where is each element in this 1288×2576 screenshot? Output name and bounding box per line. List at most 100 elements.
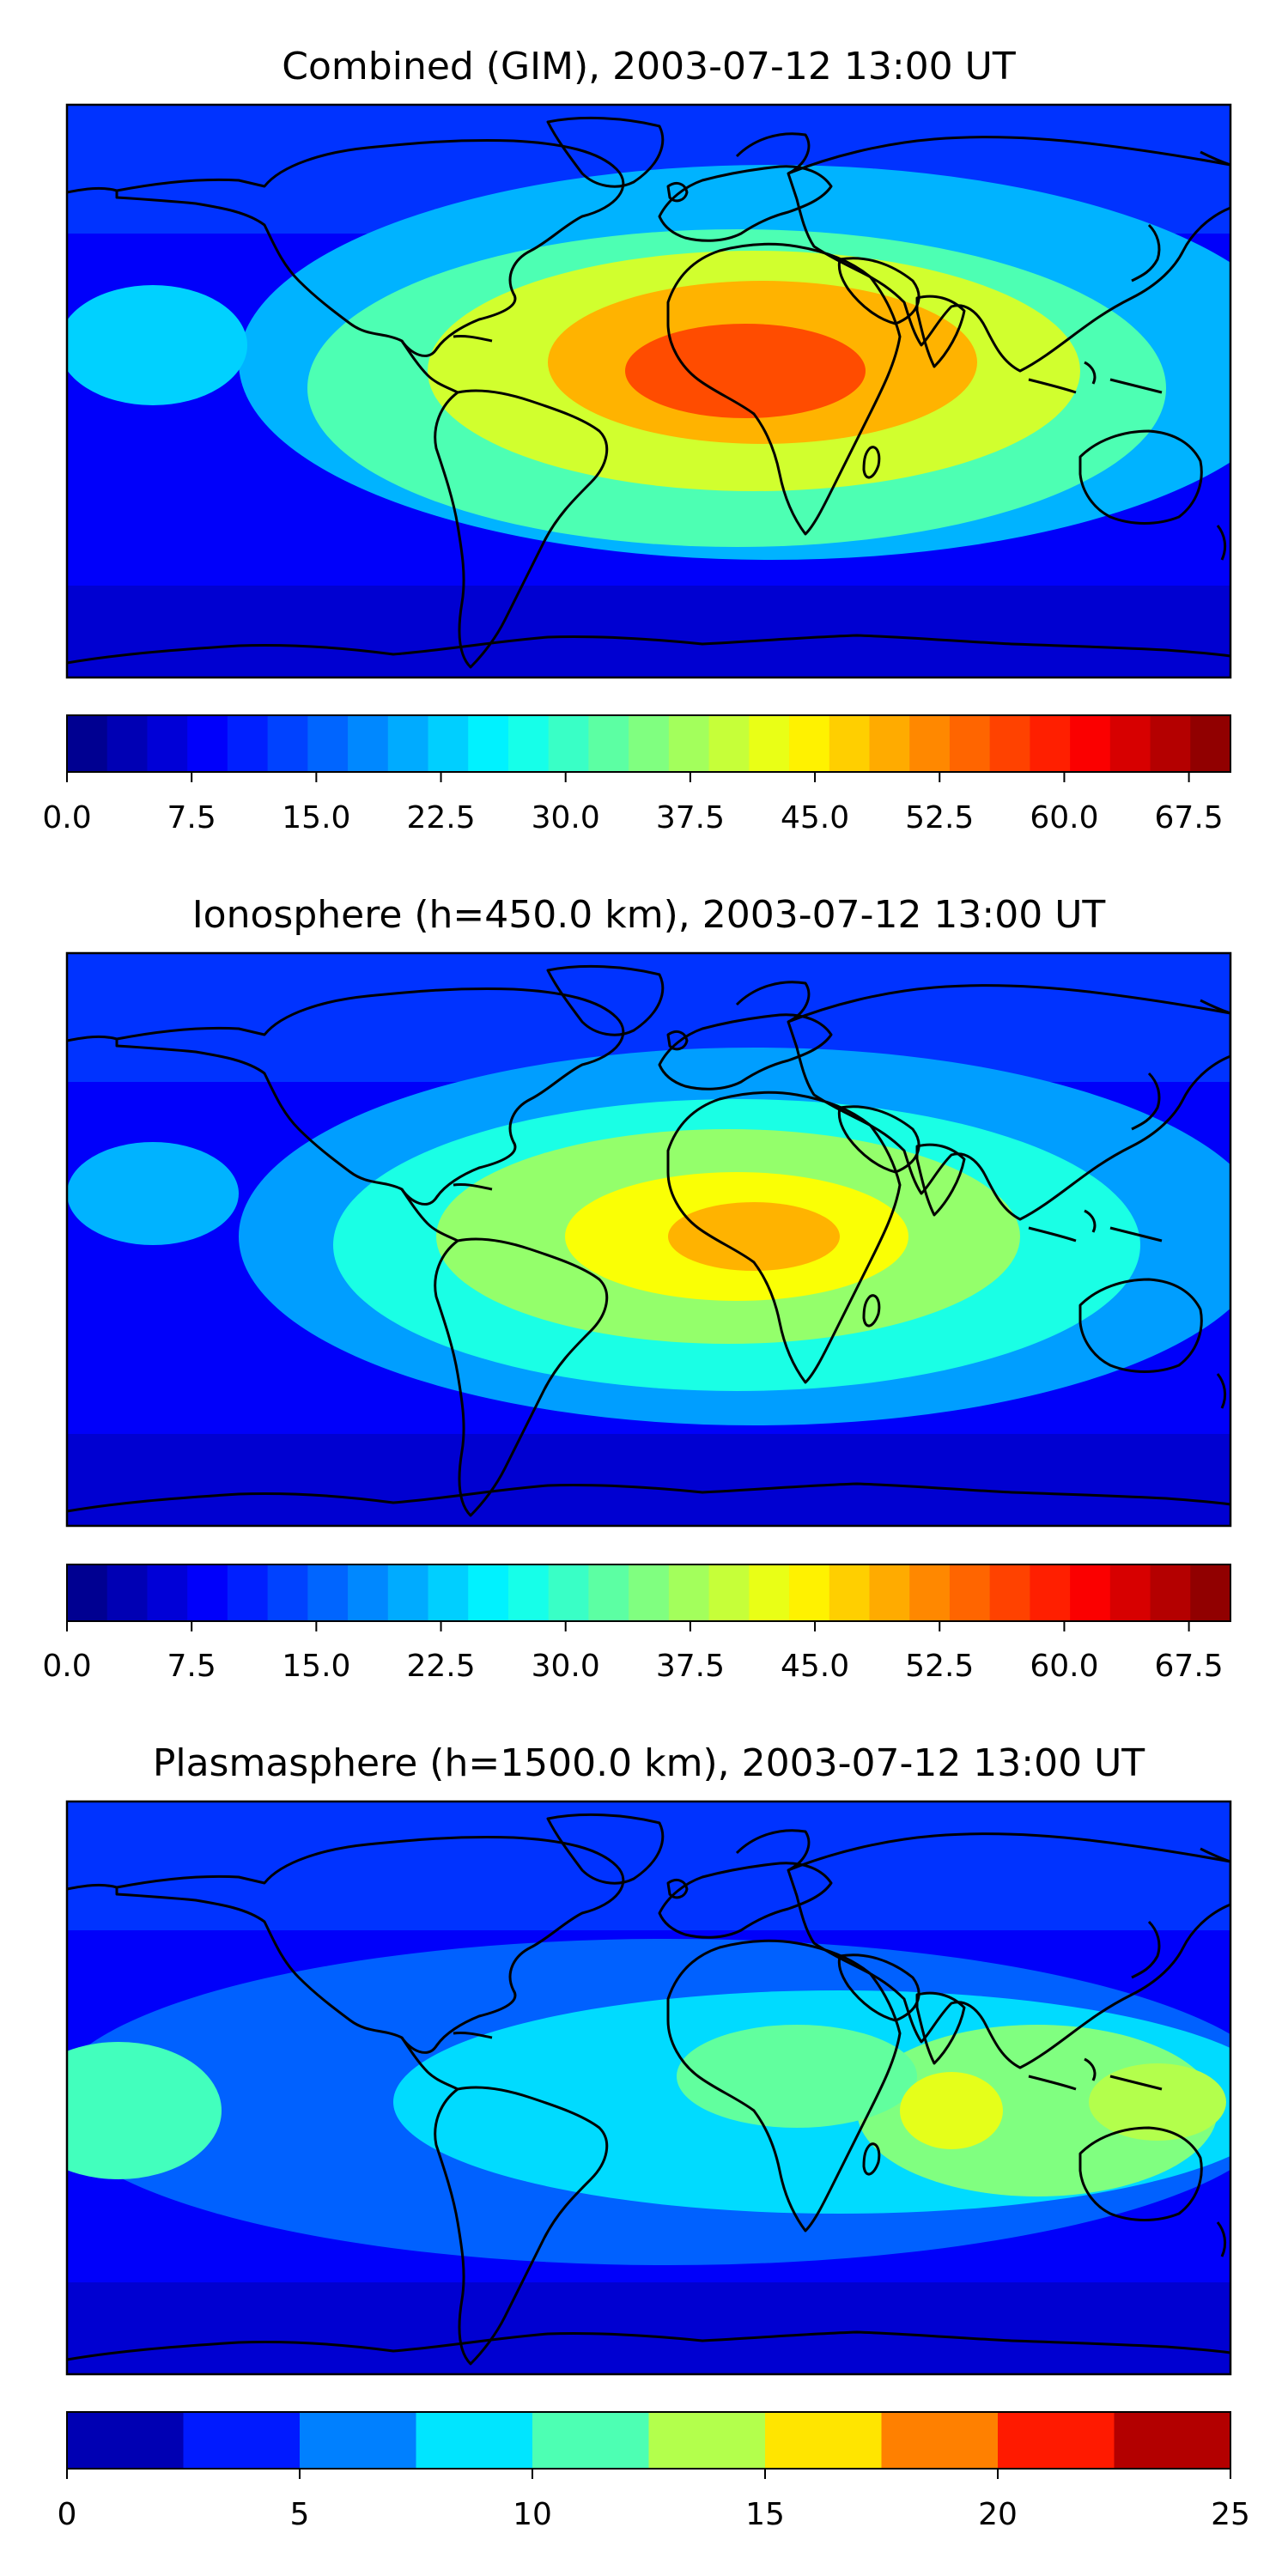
colorbar-segment bbox=[187, 1564, 228, 1621]
colorbar-segment bbox=[67, 2412, 185, 2469]
colorbar-segment bbox=[548, 715, 590, 772]
colorbar-segment bbox=[949, 1564, 991, 1621]
colorbar-segment bbox=[1030, 715, 1071, 772]
colorbar-tick-label: 45.0 bbox=[781, 800, 849, 835]
colorbar-segment bbox=[67, 1564, 108, 1621]
colorbar-tick-label: 25 bbox=[1211, 2497, 1250, 2532]
colorbar-segment bbox=[147, 1564, 188, 1621]
colorbar-segment bbox=[869, 1564, 910, 1621]
colorbar-tick-label: 0 bbox=[58, 2497, 77, 2532]
colorbar-segment bbox=[648, 2412, 766, 2469]
colorbar-segment bbox=[789, 715, 830, 772]
colorbar-segment bbox=[881, 2412, 999, 2469]
map-frame bbox=[65, 951, 1232, 1528]
colorbar-segment bbox=[348, 1564, 389, 1621]
colorbar-segment bbox=[1190, 1564, 1231, 1621]
colorbar-segment bbox=[416, 2412, 533, 2469]
colorbar-segment bbox=[588, 715, 629, 772]
map-field bbox=[67, 105, 1230, 677]
colorbar-segment bbox=[387, 1564, 429, 1621]
colorbar-segment bbox=[829, 715, 871, 772]
panel-combined: Combined (GIM), 2003-07-12 13:00 UT 0.0 7.… bbox=[42, 45, 1232, 835]
colorbar-segment bbox=[998, 2412, 1115, 2469]
colorbar-segment bbox=[307, 1564, 349, 1621]
colorbar-tick-label: 0.0 bbox=[42, 1649, 91, 1684]
colorbar: 0.0 7.5 15.0 22.5 30.0 37.5 45.0 52.5 60.0 67.5 bbox=[42, 1564, 1231, 1684]
colorbar-segment bbox=[1109, 715, 1151, 772]
colorbar-segment bbox=[1070, 1564, 1111, 1621]
colorbar-segment bbox=[428, 715, 469, 772]
colorbar-segment bbox=[989, 715, 1030, 772]
panel-title: Combined (GIM), 2003-07-12 13:00 UT bbox=[282, 45, 1016, 88]
colorbar-segment bbox=[708, 715, 750, 772]
colorbar-segment bbox=[307, 715, 349, 772]
colorbar-segment bbox=[1150, 715, 1191, 772]
colorbar-segment bbox=[227, 1564, 269, 1621]
panel-title: Ionosphere (h=450.0 km), 2003-07-12 13:0… bbox=[192, 893, 1106, 937]
colorbar: 0 5 10 15 20 25 bbox=[58, 2411, 1250, 2532]
colorbar-tick-label: 7.5 bbox=[167, 800, 216, 835]
colorbar-segment bbox=[1150, 1564, 1191, 1621]
colorbar-segment bbox=[227, 715, 269, 772]
colorbar-tick-label: 60.0 bbox=[1030, 800, 1098, 835]
colorbar-segment bbox=[147, 715, 188, 772]
colorbar-segment bbox=[1070, 715, 1111, 772]
panel-plasmasphere: Plasmasphere (h=1500.0 km), 2003-07-12 1… bbox=[58, 1741, 1250, 2532]
panel-title: Plasmasphere (h=1500.0 km), 2003-07-12 1… bbox=[153, 1741, 1145, 1785]
map-frame bbox=[65, 103, 1232, 679]
colorbar-segment bbox=[1114, 2412, 1231, 2469]
colorbar-segment bbox=[629, 1564, 670, 1621]
colorbar-segment bbox=[300, 2412, 417, 2469]
colorbar-tick-label: 30.0 bbox=[532, 800, 600, 835]
colorbar-segment bbox=[668, 715, 710, 772]
colorbar-segment bbox=[507, 715, 550, 772]
colorbar-segment bbox=[668, 1564, 710, 1621]
colorbar-tick-label: 37.5 bbox=[656, 1649, 725, 1684]
colorbar-segment bbox=[106, 715, 149, 772]
colorbar-segment bbox=[67, 715, 108, 772]
colorbar-segment bbox=[1190, 715, 1231, 772]
colorbar-segment bbox=[765, 2412, 883, 2469]
colorbar-tick-label: 45.0 bbox=[781, 1649, 849, 1684]
colorbar-segment bbox=[183, 2412, 301, 2469]
colorbar-tick-label: 22.5 bbox=[406, 800, 475, 835]
colorbar-segment bbox=[909, 715, 951, 772]
colorbar-segment bbox=[909, 1564, 951, 1621]
colorbar-segment bbox=[989, 1564, 1030, 1621]
colorbar-tick-label: 22.5 bbox=[406, 1649, 475, 1684]
map-frame bbox=[65, 1800, 1232, 2376]
colorbar-segment bbox=[588, 1564, 629, 1621]
colorbar-tick-label: 15.0 bbox=[282, 1649, 350, 1684]
colorbar-segment bbox=[428, 1564, 469, 1621]
colorbar-segment bbox=[869, 715, 910, 772]
colorbar-tick-label: 52.5 bbox=[905, 800, 974, 835]
colorbar-tick-label: 5 bbox=[290, 2497, 310, 2532]
colorbar-tick-label: 60.0 bbox=[1030, 1649, 1098, 1684]
colorbar-segment bbox=[468, 1564, 509, 1621]
colorbar-segment bbox=[1109, 1564, 1151, 1621]
colorbar-tick-label: 52.5 bbox=[905, 1649, 974, 1684]
colorbar-segment bbox=[106, 1564, 149, 1621]
colorbar-segment bbox=[548, 1564, 590, 1621]
colorbar: 0.0 7.5 15.0 22.5 30.0 37.5 45.0 52.5 60.0 67.5 bbox=[42, 714, 1231, 835]
colorbar-tick-label: 0.0 bbox=[42, 800, 91, 835]
colorbar-tick-label: 7.5 bbox=[167, 1649, 216, 1684]
colorbar-segment bbox=[532, 2412, 650, 2469]
colorbar-tick-label: 15 bbox=[745, 2497, 785, 2532]
colorbar-tick-label: 15.0 bbox=[282, 800, 350, 835]
colorbar-segment bbox=[267, 1564, 308, 1621]
colorbar-segment bbox=[468, 715, 509, 772]
colorbar-segment bbox=[1030, 1564, 1071, 1621]
map-field bbox=[67, 953, 1230, 1526]
colorbar-tick-label: 30.0 bbox=[532, 1649, 600, 1684]
colorbar-segment bbox=[387, 715, 429, 772]
colorbar-segment bbox=[507, 1564, 550, 1621]
colorbar-segment bbox=[348, 715, 389, 772]
map-field bbox=[67, 1801, 1230, 2374]
colorbar-tick-label: 10 bbox=[513, 2497, 552, 2532]
colorbar-segment bbox=[187, 715, 228, 772]
colorbar-segment bbox=[267, 715, 308, 772]
colorbar-segment bbox=[749, 1564, 790, 1621]
colorbar-segment bbox=[629, 715, 670, 772]
